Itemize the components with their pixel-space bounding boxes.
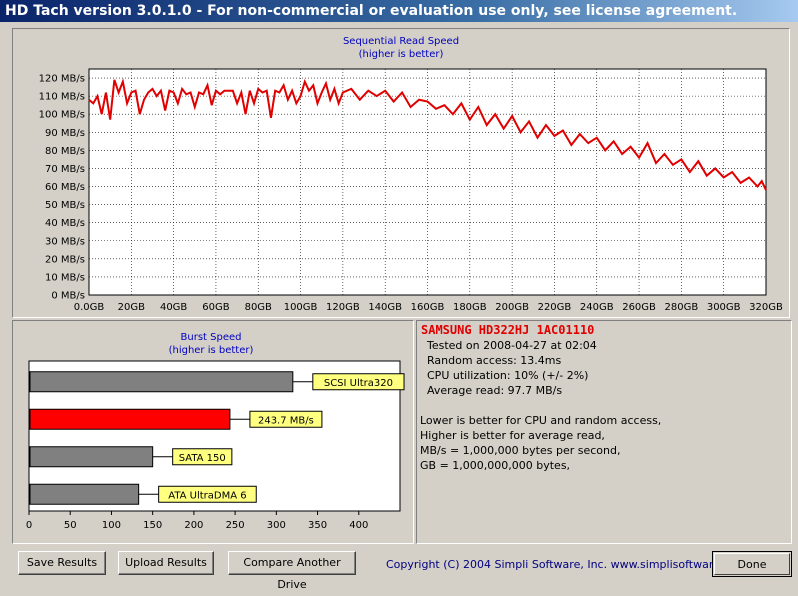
note-line: MB/s = 1,000,000 bytes per second, — [420, 444, 621, 457]
x-tick-label: 250 — [226, 520, 245, 531]
y-tick-label: 40 MB/s — [45, 218, 85, 229]
x-tick-label: 200 — [184, 520, 203, 531]
x-tick-label: 50 — [64, 520, 77, 531]
y-tick-label: 10 MB/s — [45, 272, 85, 283]
sequential-read-panel: Sequential Read Speed (higher is better) 0… — [12, 28, 790, 318]
title-bar[interactable]: HD Tach version 3.0.1.0 - For non-commer… — [0, 0, 798, 22]
bar-label-box — [172, 448, 233, 466]
y-tick-label: 50 MB/s — [45, 200, 85, 211]
burst-bar — [29, 408, 231, 430]
x-tick-label: 300 — [267, 520, 286, 531]
x-tick-label: 0 — [26, 520, 32, 531]
note-line: GB = 1,000,000,000 bytes, — [420, 459, 571, 472]
x-tick-label: 260GB — [622, 302, 656, 313]
results-panel: SAMSUNG HD322HJ 1AC01110 Tested on 2008-… — [416, 320, 792, 544]
x-tick-label: 400 — [349, 520, 368, 531]
y-tick-label: 120 MB/s — [39, 74, 85, 85]
y-tick-label: 30 MB/s — [45, 236, 85, 247]
random-access: Random access: 13.4ms — [427, 354, 562, 367]
x-tick-label: 150 — [143, 520, 162, 531]
bar-label: SCSI Ultra320 — [324, 378, 393, 389]
burst-bar — [29, 483, 140, 505]
x-tick-label: 180GB — [453, 302, 487, 313]
y-tick-label: 100 MB/s — [39, 110, 85, 121]
x-tick-label: 100 — [102, 520, 121, 531]
x-tick-label: 200GB — [495, 302, 529, 313]
copyright-text: Copyright (C) 2004 Simpli Software, Inc.… — [386, 558, 747, 571]
y-tick-label: 20 MB/s — [45, 254, 85, 265]
upload-results-button[interactable]: Upload Results — [118, 551, 214, 575]
bar-label-box — [158, 485, 257, 503]
y-tick-label: 0 MB/s — [51, 291, 85, 302]
y-tick-label: 90 MB/s — [45, 128, 85, 139]
window-title: HD Tach version 3.0.1.0 - For non-commer… — [5, 3, 738, 19]
sequential-read-chart: Sequential Read Speed (higher is better) 0… — [39, 36, 783, 313]
burst-bar — [29, 446, 154, 468]
y-tick-label: 110 MB/s — [39, 92, 85, 103]
x-tick-label: 160GB — [411, 302, 445, 313]
y-tick-label: 60 MB/s — [45, 182, 85, 193]
y-tick-label: 80 MB/s — [45, 146, 85, 157]
chart-title: Burst Speed — [181, 332, 242, 343]
chart-title: Sequential Read Speed — [343, 36, 459, 47]
compare-drive-button[interactable]: Compare Another Drive — [228, 551, 356, 591]
bar-label-box — [249, 410, 323, 428]
cpu-utilization: CPU utilization: 10% (+/- 2%) — [427, 369, 589, 382]
x-tick-label: 60GB — [202, 302, 229, 313]
burst-speed-chart: Burst Speed (higher is better) 0 50 100 150 20… — [26, 332, 405, 531]
chart-subtitle: (higher is better) — [169, 345, 254, 356]
x-tick-label: 300GB — [707, 302, 741, 313]
plot-area — [88, 68, 767, 296]
x-tick-label: 120GB — [326, 302, 360, 313]
chart-subtitle: (higher is better) — [359, 49, 444, 60]
bar-label-box — [312, 373, 405, 391]
x-tick-label: 220GB — [538, 302, 572, 313]
burst-bar — [29, 371, 294, 393]
drive-name: SAMSUNG HD322HJ 1AC01110 — [421, 323, 595, 337]
x-tick-label: 20GB — [118, 302, 145, 313]
x-tick-label: 350 — [308, 520, 327, 531]
bar-label: 243.7 MB/s — [258, 415, 314, 426]
note-line: Lower is better for CPU and random acces… — [420, 414, 662, 427]
x-tick-label: 140GB — [368, 302, 402, 313]
tested-on: Tested on 2008-04-27 at 02:04 — [427, 339, 597, 352]
done-button[interactable]: Done — [712, 551, 792, 577]
bar-label: SATA 150 — [179, 453, 226, 464]
average-read: Average read: 97.7 MB/s — [427, 384, 563, 397]
x-tick-label: 80GB — [245, 302, 272, 313]
y-tick-label: 70 MB/s — [45, 164, 85, 175]
x-tick-label: 320GB — [749, 302, 783, 313]
x-tick-label: 40GB — [160, 302, 187, 313]
burst-speed-panel: Burst Speed (higher is better) 0 50 100 150 20… — [12, 320, 414, 544]
x-tick-label: 100GB — [284, 302, 318, 313]
x-tick-label: 240GB — [580, 302, 614, 313]
x-tick-label: 0.0GB — [74, 302, 105, 313]
x-tick-label: 280GB — [665, 302, 699, 313]
done-button-face: Done — [714, 553, 790, 575]
read-speed-line — [88, 78, 767, 191]
note-line: Higher is better for average read, — [420, 429, 605, 442]
bar-label: ATA UltraDMA 6 — [168, 490, 246, 501]
save-results-button[interactable]: Save Results — [18, 551, 106, 575]
